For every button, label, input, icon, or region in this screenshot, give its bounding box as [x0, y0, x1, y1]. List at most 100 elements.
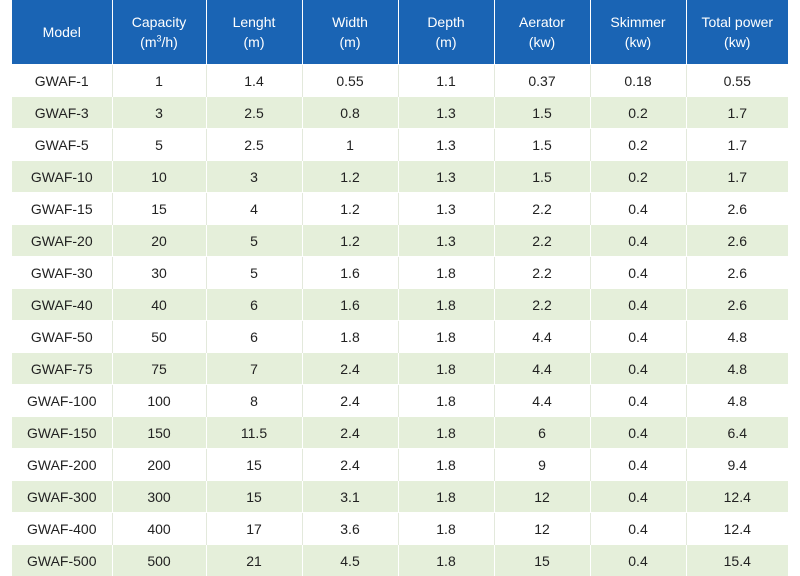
- cell-capacity: 300: [112, 481, 206, 513]
- cell-model: GWAF-300: [12, 481, 112, 513]
- cell-total-power: 4.8: [686, 385, 788, 417]
- cell-skimmer: 0.4: [590, 193, 686, 225]
- cell-width: 2.4: [302, 449, 398, 481]
- cell-width: 1.2: [302, 161, 398, 193]
- header-depth: Depth (m): [398, 0, 494, 65]
- spec-table: Model Capacity (m3/h) Lenght (m) Width (…: [12, 0, 788, 576]
- cell-skimmer: 0.4: [590, 481, 686, 513]
- cell-capacity: 150: [112, 417, 206, 449]
- cell-total-power: 0.55: [686, 65, 788, 97]
- header-label: Capacity: [115, 12, 204, 32]
- header-capacity: Capacity (m3/h): [112, 0, 206, 65]
- header-label: Width: [305, 12, 396, 32]
- cell-depth: 1.8: [398, 481, 494, 513]
- cell-length: 6: [206, 289, 302, 321]
- cell-aerator: 1.5: [494, 97, 590, 129]
- cell-width: 0.55: [302, 65, 398, 97]
- cell-length: 4: [206, 193, 302, 225]
- cell-depth: 1.8: [398, 449, 494, 481]
- cell-depth: 1.8: [398, 289, 494, 321]
- cell-length: 3: [206, 161, 302, 193]
- header-unit: (kw): [689, 32, 787, 52]
- header-label: Total power: [689, 12, 787, 32]
- header-unit: (m): [401, 32, 492, 52]
- cell-capacity: 50: [112, 321, 206, 353]
- cell-total-power: 6.4: [686, 417, 788, 449]
- cell-depth: 1.8: [398, 321, 494, 353]
- cell-depth: 1.3: [398, 129, 494, 161]
- unit-suffix: /h): [162, 34, 178, 50]
- cell-depth: 1.8: [398, 385, 494, 417]
- cell-skimmer: 0.4: [590, 321, 686, 353]
- header-label: Depth: [401, 12, 492, 32]
- cell-capacity: 5: [112, 129, 206, 161]
- header-length: Lenght (m): [206, 0, 302, 65]
- cell-model: GWAF-400: [12, 513, 112, 545]
- cell-aerator: 4.4: [494, 385, 590, 417]
- cell-length: 2.5: [206, 129, 302, 161]
- cell-capacity: 1: [112, 65, 206, 97]
- cell-model: GWAF-50: [12, 321, 112, 353]
- cell-capacity: 75: [112, 353, 206, 385]
- cell-depth: 1.8: [398, 353, 494, 385]
- cell-width: 1.6: [302, 257, 398, 289]
- cell-capacity: 30: [112, 257, 206, 289]
- cell-width: 1.2: [302, 225, 398, 257]
- cell-aerator: 2.2: [494, 257, 590, 289]
- header-skimmer: Skimmer (kw): [590, 0, 686, 65]
- header-unit: (m): [305, 32, 396, 52]
- cell-width: 3.1: [302, 481, 398, 513]
- cell-length: 2.5: [206, 97, 302, 129]
- cell-model: GWAF-75: [12, 353, 112, 385]
- cell-depth: 1.3: [398, 193, 494, 225]
- cell-model: GWAF-500: [12, 545, 112, 576]
- cell-capacity: 100: [112, 385, 206, 417]
- cell-capacity: 20: [112, 225, 206, 257]
- cell-width: 3.6: [302, 513, 398, 545]
- cell-total-power: 2.6: [686, 289, 788, 321]
- cell-width: 2.4: [302, 385, 398, 417]
- header-label: Model: [14, 22, 110, 42]
- cell-skimmer: 0.4: [590, 545, 686, 576]
- cell-aerator: 12: [494, 513, 590, 545]
- header-total-power: Total power (kw): [686, 0, 788, 65]
- cell-aerator: 4.4: [494, 321, 590, 353]
- header-row: Model Capacity (m3/h) Lenght (m) Width (…: [12, 0, 788, 65]
- cell-skimmer: 0.4: [590, 289, 686, 321]
- cell-width: 1.8: [302, 321, 398, 353]
- cell-depth: 1.8: [398, 417, 494, 449]
- cell-total-power: 2.6: [686, 257, 788, 289]
- cell-aerator: 2.2: [494, 225, 590, 257]
- cell-skimmer: 0.4: [590, 449, 686, 481]
- cell-aerator: 2.2: [494, 193, 590, 225]
- unit-prefix: (m: [140, 34, 156, 50]
- header-width: Width (m): [302, 0, 398, 65]
- header-aerator: Aerator (kw): [494, 0, 590, 65]
- cell-length: 17: [206, 513, 302, 545]
- cell-depth: 1.8: [398, 257, 494, 289]
- cell-length: 5: [206, 225, 302, 257]
- cell-depth: 1.8: [398, 513, 494, 545]
- cell-aerator: 15: [494, 545, 590, 576]
- cell-skimmer: 0.18: [590, 65, 686, 97]
- cell-total-power: 12.4: [686, 481, 788, 513]
- cell-model: GWAF-5: [12, 129, 112, 161]
- cell-aerator: 1.5: [494, 129, 590, 161]
- header-label: Skimmer: [593, 12, 684, 32]
- cell-width: 1: [302, 129, 398, 161]
- header-model: Model: [12, 0, 112, 65]
- cell-length: 15: [206, 449, 302, 481]
- cell-aerator: 6: [494, 417, 590, 449]
- cell-model: GWAF-100: [12, 385, 112, 417]
- cell-total-power: 1.7: [686, 97, 788, 129]
